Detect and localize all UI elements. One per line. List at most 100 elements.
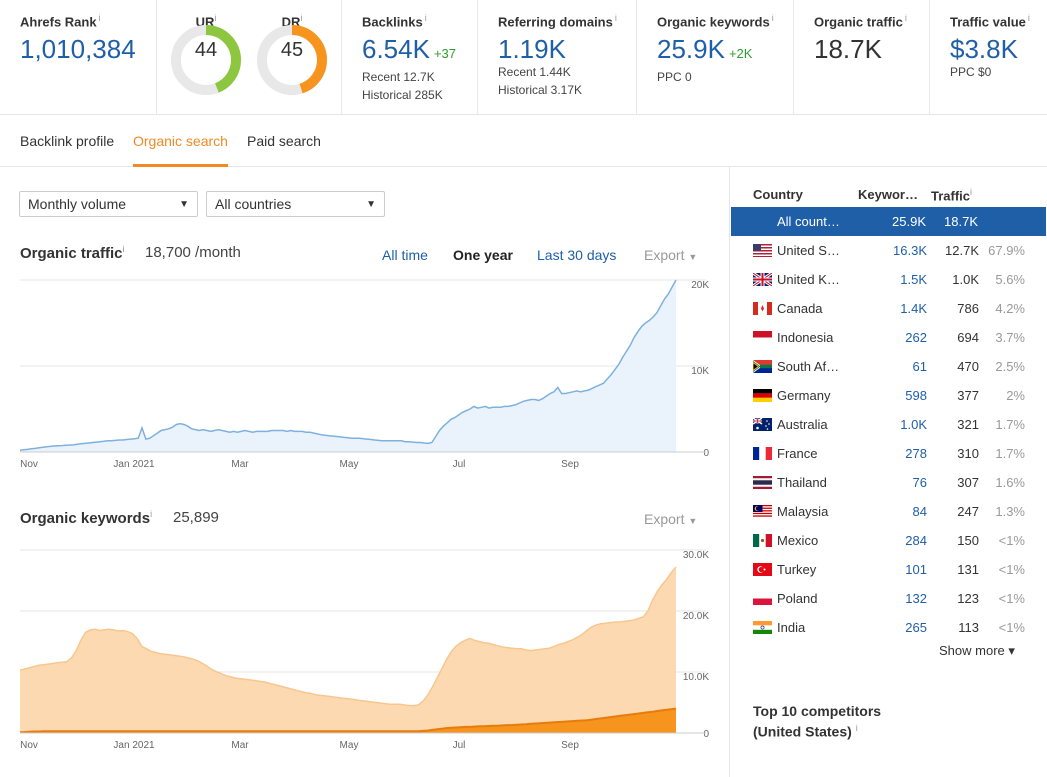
country-name[interactable]: France bbox=[777, 446, 818, 461]
info-icon: i bbox=[424, 13, 427, 23]
organic-traffic-label: Organic traffic bbox=[814, 14, 903, 30]
export-traffic-button[interactable]: Export ▼ bbox=[644, 247, 698, 263]
backlinks-recent[interactable]: Recent 12.7K bbox=[362, 70, 435, 85]
table-row[interactable]: All count… 25.9K 18.7K bbox=[731, 207, 1046, 236]
country-keywords[interactable]: 278 bbox=[905, 446, 927, 461]
country-name[interactable]: Germany bbox=[777, 388, 831, 403]
country-name[interactable]: Poland bbox=[777, 591, 818, 606]
country-name[interactable]: Indonesia bbox=[777, 330, 834, 345]
table-row[interactable]: United K… 1.5K 1.0K 5.6% bbox=[731, 265, 1047, 294]
country-name[interactable]: Thailand bbox=[777, 475, 827, 490]
show-more-button[interactable]: Show more ▾ bbox=[939, 643, 1015, 658]
range-all-time[interactable]: All time bbox=[382, 247, 428, 263]
info-icon: i bbox=[1027, 13, 1030, 23]
table-row[interactable]: Mexico 284 150 <1% bbox=[731, 526, 1047, 555]
country-keywords[interactable]: 132 bbox=[905, 591, 927, 606]
country-keywords[interactable]: 1.0K bbox=[900, 417, 927, 432]
country-keywords[interactable]: 16.3K bbox=[893, 243, 927, 258]
country-keywords[interactable]: 1.5K bbox=[900, 272, 927, 287]
country-keywords[interactable]: 284 bbox=[905, 533, 927, 548]
info-icon[interactable]: i bbox=[122, 244, 125, 254]
organic-keywords-chart[interactable]: 30.0K 20.0K 10.0K 0 Nov Jan 2021 Mar May Jul Sep bbox=[0, 547, 730, 772]
keywords-column-header[interactable]: Keywor… bbox=[858, 187, 918, 202]
referring-domains-value[interactable]: 1.19K bbox=[498, 34, 566, 65]
country-keywords[interactable]: 76 bbox=[912, 475, 927, 490]
info-icon: i bbox=[300, 13, 303, 23]
country-name[interactable]: United K… bbox=[777, 272, 840, 287]
country-traffic-share: 2% bbox=[1006, 388, 1025, 403]
country-traffic: 1.0K bbox=[952, 272, 979, 287]
country-keywords[interactable]: 61 bbox=[912, 359, 927, 374]
x-tick-label: Sep bbox=[561, 740, 579, 751]
referring-domains-historical[interactable]: Historical 3.17K bbox=[498, 83, 583, 98]
range-last-30-days[interactable]: Last 30 days bbox=[537, 247, 617, 263]
south-africa-flag-icon bbox=[753, 360, 772, 373]
organic-traffic-chart[interactable]: 20K 10K 0 Nov Jan 2021 Mar May Jul Sep bbox=[0, 277, 730, 482]
table-row[interactable]: France 278 310 1.7% bbox=[731, 439, 1047, 468]
table-row[interactable]: Thailand 76 307 1.6% bbox=[731, 468, 1047, 497]
range-one-year[interactable]: One year bbox=[453, 247, 513, 263]
organic-keywords-value[interactable]: 25.9K bbox=[657, 34, 725, 65]
table-row[interactable]: Canada 1.4K 786 4.2% bbox=[731, 294, 1047, 323]
info-icon[interactable]: i bbox=[855, 723, 858, 733]
country-column-header[interactable]: Country bbox=[753, 187, 803, 202]
export-keywords-button[interactable]: Export ▼ bbox=[644, 511, 698, 527]
country-keywords[interactable]: 101 bbox=[905, 562, 927, 577]
backlinks-value[interactable]: 6.54K bbox=[362, 34, 430, 65]
series-area bbox=[20, 708, 676, 733]
ahrefs-rank-value[interactable]: 1,010,384 bbox=[20, 34, 136, 65]
backlinks-delta[interactable]: +37 bbox=[433, 46, 457, 62]
table-row[interactable]: Australia 1.0K 321 1.7% bbox=[731, 410, 1047, 439]
country-traffic: 150 bbox=[957, 533, 979, 548]
country-keywords[interactable]: 262 bbox=[905, 330, 927, 345]
table-row[interactable]: South Af… 61 470 2.5% bbox=[731, 352, 1047, 381]
table-row[interactable]: India 265 113 <1% bbox=[731, 613, 1047, 642]
country-traffic: 377 bbox=[957, 388, 979, 403]
country-name[interactable]: United S… bbox=[777, 243, 840, 258]
country-traffic-share: <1% bbox=[998, 533, 1025, 548]
country-name[interactable]: All count… bbox=[777, 214, 840, 229]
table-row[interactable]: Turkey 101 131 <1% bbox=[731, 555, 1047, 584]
traffic-value-value[interactable]: $3.8K bbox=[950, 34, 1018, 65]
country-name[interactable]: South Af… bbox=[777, 359, 840, 374]
country-keywords[interactable]: 84 bbox=[912, 504, 927, 519]
table-row[interactable]: Indonesia 262 694 3.7% bbox=[731, 323, 1047, 352]
canada-flag-icon bbox=[753, 302, 772, 315]
india-flag-icon bbox=[753, 621, 772, 634]
backlinks-label: Backlinks bbox=[362, 14, 423, 30]
country-keywords[interactable]: 598 bbox=[905, 388, 927, 403]
country-name[interactable]: Mexico bbox=[777, 533, 819, 548]
x-tick-label: Jul bbox=[453, 459, 466, 470]
country-select[interactable]: All countries ▼ bbox=[206, 191, 385, 217]
country-keywords[interactable]: 265 bbox=[905, 620, 927, 635]
traffic-column-header[interactable]: Traffici bbox=[931, 187, 973, 204]
series-area bbox=[20, 567, 676, 733]
country-name[interactable]: Turkey bbox=[777, 562, 817, 577]
country-name[interactable]: Malaysia bbox=[777, 504, 829, 519]
table-row[interactable]: Malaysia 84 247 1.3% bbox=[731, 497, 1047, 526]
table-row[interactable]: Germany 598 377 2% bbox=[731, 381, 1047, 410]
table-row[interactable]: United S… 16.3K 12.7K 67.9% bbox=[731, 236, 1047, 265]
country-name[interactable]: Canada bbox=[777, 301, 823, 316]
country-traffic-share: <1% bbox=[998, 562, 1025, 577]
backlinks-historical[interactable]: Historical 285K bbox=[362, 88, 443, 103]
country-select-value: All countries bbox=[215, 196, 292, 212]
tab-organic-search[interactable]: Organic search bbox=[133, 133, 228, 149]
info-icon[interactable]: i bbox=[98, 13, 101, 23]
info-icon: i bbox=[771, 13, 774, 23]
x-tick-label: Jul bbox=[453, 740, 466, 751]
referring-domains-recent[interactable]: Recent 1.44K bbox=[498, 65, 571, 80]
organic-keywords-delta[interactable]: +2K bbox=[728, 46, 753, 62]
info-icon[interactable]: i bbox=[150, 509, 153, 519]
country-name[interactable]: Australia bbox=[777, 417, 828, 432]
traffic-value-ppc: PPC $0 bbox=[950, 65, 992, 80]
ur-value: 44 bbox=[194, 39, 218, 61]
series-area bbox=[20, 280, 676, 452]
country-name[interactable]: India bbox=[777, 620, 806, 635]
table-row[interactable]: Poland 132 123 <1% bbox=[731, 584, 1047, 613]
country-keywords[interactable]: 25.9K bbox=[892, 214, 926, 229]
country-keywords[interactable]: 1.4K bbox=[900, 301, 927, 316]
tab-backlink-profile[interactable]: Backlink profile bbox=[20, 133, 115, 149]
volume-select[interactable]: Monthly volume ▼ bbox=[19, 191, 198, 217]
tab-paid-search[interactable]: Paid search bbox=[247, 133, 321, 149]
